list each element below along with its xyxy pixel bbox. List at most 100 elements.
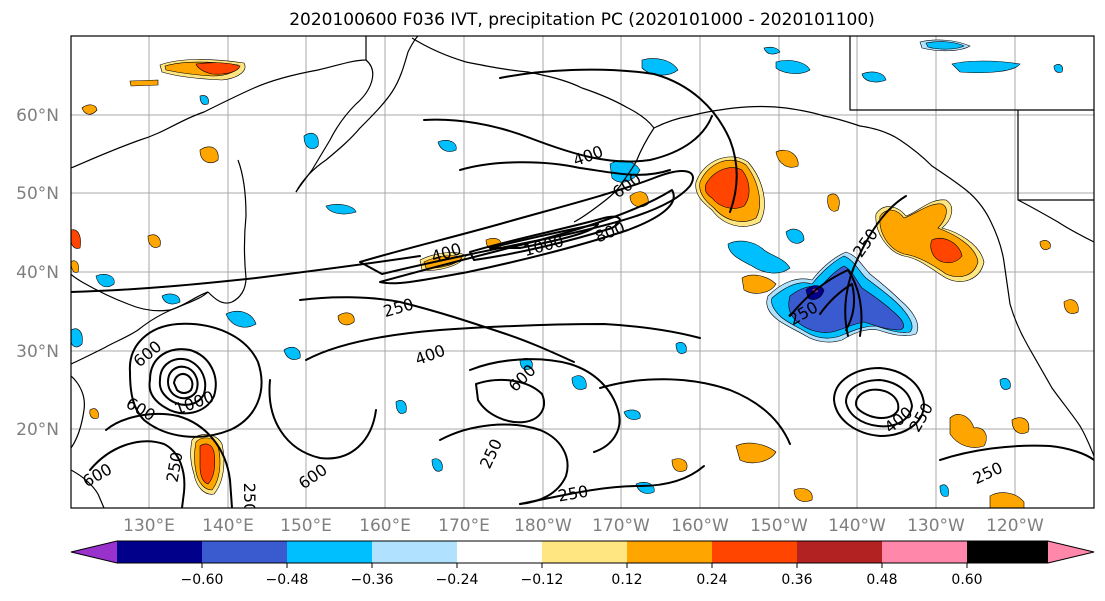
colorbar-labels: −0.60 −0.48 −0.36 −0.24 −0.12 0.12 0.24 … (181, 572, 983, 588)
ivt-contour-600-south (89, 440, 186, 508)
ivt-contour-600-cell (475, 378, 545, 424)
ivt-contour-cyclone-600 (833, 367, 925, 437)
precip-patch (303, 133, 319, 149)
precip-patch (129, 79, 159, 87)
precip-patch (71, 260, 79, 273)
precip-patch (195, 62, 241, 75)
precip-patch (89, 408, 99, 419)
figure-title: 2020100600 F036 IVT, precipitation PC (2… (289, 10, 875, 30)
precip-patch (337, 312, 355, 326)
ivt-contour-250-se (939, 444, 1094, 461)
colorbar-label: 0.60 (951, 572, 982, 588)
kamchatka-east-coast (295, 36, 419, 193)
ivt-contour-typhoon-outer (148, 348, 217, 415)
precip-patch (395, 400, 407, 414)
precip-patch (283, 346, 301, 360)
colorbar-label: −0.12 (521, 572, 564, 588)
map-panel: 400 600 1000 800 400 250 400 600 1000 60… (70, 35, 1095, 509)
latitude-labels: 60°N 50°N 40°N 30°N 20°N (16, 106, 59, 440)
lon-label: 180°W (514, 516, 572, 536)
north-america-coast (411, 37, 1094, 457)
ivt-contour-typhoon-ring (158, 358, 207, 406)
ivt-contours (71, 68, 1094, 508)
lon-label: 130°E (123, 516, 175, 536)
colorbar-label: −0.48 (266, 572, 309, 588)
precip-patch (827, 193, 840, 212)
precip-patch (629, 191, 649, 208)
colorbar-label: 0.12 (611, 572, 642, 588)
lon-label: 150°W (750, 516, 808, 536)
colorbar-segment (117, 541, 202, 563)
ivt-contour-250-low (789, 269, 863, 337)
lon-label: 150°E (280, 516, 332, 536)
colorbar-label: −0.24 (436, 572, 479, 588)
precip-patch (939, 484, 949, 497)
ivt-contour-400-arc (499, 68, 738, 213)
lat-label: 20°N (16, 420, 59, 440)
precip-patch (671, 458, 688, 472)
colorbar-segment (882, 541, 967, 563)
ivt-contour-250-south-center (519, 465, 705, 505)
lon-label: 130°W (907, 516, 965, 536)
ivt-contour-typhoon-600 (128, 322, 263, 438)
ivt-contour-250-south (105, 412, 233, 508)
state-border (1017, 199, 1094, 243)
ivt-contour-600-sw (268, 379, 377, 460)
colorbar-label: 0.24 (696, 572, 727, 588)
asia-north-coast (71, 36, 367, 169)
ivt-contour-250-center (439, 423, 569, 505)
colorbar-label: −0.60 (181, 572, 224, 588)
precip-patch (763, 46, 781, 55)
colorbar-label: −0.36 (351, 572, 394, 588)
precip-patch (95, 274, 115, 288)
colorbar-segment (287, 541, 372, 563)
colorbar-extend-low (71, 541, 117, 563)
precip-pc-fill (71, 39, 1079, 508)
lat-label: 50°N (16, 184, 59, 204)
precip-patch (930, 237, 963, 264)
precip-patch (571, 375, 587, 390)
precip-patch (785, 228, 805, 244)
colorbar-segment (967, 541, 1048, 563)
canada-border (849, 36, 1094, 111)
colorbar: −0.60 −0.48 −0.36 −0.24 −0.12 0.12 0.24 … (70, 540, 1095, 588)
precip-patch (199, 146, 219, 163)
precip-patch (325, 204, 357, 215)
colorbar-ticks (201, 563, 968, 568)
ivt-contour-250-mid (305, 323, 701, 361)
ivt-contour-600-jet (359, 170, 694, 275)
lat-label: 60°N (16, 106, 59, 126)
precip-patch (741, 274, 777, 294)
precip-patch (641, 58, 679, 76)
taiwan-coast (71, 469, 105, 508)
ivt-contour-typhoon-core (173, 373, 194, 394)
ivt-contour-400-mid (299, 296, 575, 363)
lon-label: 140°W (828, 516, 886, 536)
colorbar-segment (797, 541, 882, 563)
coastlines (71, 36, 1094, 508)
precip-patch (81, 104, 98, 115)
precip-patch (623, 409, 641, 420)
ivt-contour-400-jet (379, 189, 675, 285)
ivt-contour-typhoon-ring (167, 365, 199, 400)
colorbar-label: 0.36 (781, 572, 812, 588)
precip-patch (199, 443, 216, 485)
precip-patch (147, 234, 161, 248)
precip-patch (1063, 299, 1079, 314)
precip-patch (775, 60, 811, 74)
ivt-contour-cyclone-ring (845, 379, 913, 428)
colorbar-segment (712, 541, 797, 563)
ivt-contour-250-north (71, 255, 421, 293)
lon-label: 170°E (438, 516, 490, 536)
sakhalin-japan-coast (207, 159, 247, 304)
lat-label: 40°N (16, 263, 59, 283)
precip-patch (225, 311, 257, 328)
precip-patch (735, 442, 777, 464)
colorbar-segment (627, 541, 712, 563)
precip-patch (675, 342, 687, 354)
colorbar-label: 0.48 (866, 572, 897, 588)
ivt-contour-250-front (844, 195, 907, 337)
lon-label: 140°E (202, 516, 254, 536)
precip-patch (431, 458, 443, 472)
